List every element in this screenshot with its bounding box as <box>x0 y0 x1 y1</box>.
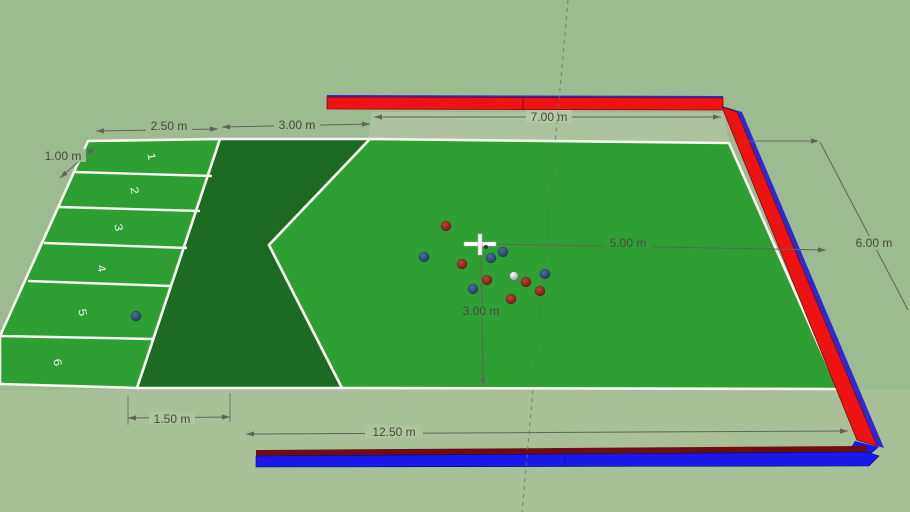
dimension-arrowhead <box>361 121 370 127</box>
dimension-line <box>245 430 849 435</box>
lane-number: 5 <box>76 308 90 318</box>
ball-red <box>534 285 546 297</box>
dimension-arrowhead <box>480 377 486 386</box>
lane-number: 1 <box>145 152 159 162</box>
right-red-bar <box>721 106 878 447</box>
lane-number: 4 <box>95 264 109 274</box>
dimension-arrowhead <box>128 415 137 421</box>
dimension-label-mask <box>526 110 572 123</box>
dimension-arrowhead <box>87 147 95 155</box>
dimension-label: 12.50 m <box>372 425 415 439</box>
dimension-label-mask <box>40 149 86 162</box>
dimension-label: 2.50 m <box>151 119 188 133</box>
dimension-arrowhead <box>209 126 218 132</box>
lane-divider-line <box>0 334 154 341</box>
ball-blue <box>418 251 430 263</box>
dimension-label-mask <box>274 118 320 131</box>
ball-blue <box>485 252 497 264</box>
dimension-arrowhead <box>839 428 848 434</box>
dimension-arrowhead <box>221 414 230 420</box>
ball-blue <box>539 268 551 280</box>
dimension-label: 6.00 m <box>856 236 893 250</box>
dimension-label: 5.00 m <box>610 236 647 250</box>
lane-strip-surface <box>0 137 222 390</box>
dimension-arrowhead <box>811 138 819 144</box>
construction-guide-line <box>521 0 569 512</box>
dimension-label-mask <box>365 425 423 438</box>
ball-blue <box>467 283 479 295</box>
field-apron-strip <box>368 112 729 141</box>
lane-number: 3 <box>112 223 126 233</box>
dimension-arrowhead <box>246 431 255 437</box>
dimension-label-mask <box>457 304 505 317</box>
dimension-arrowhead <box>222 124 231 130</box>
ball-red <box>520 276 532 288</box>
bottom-bar-maroon-edge <box>256 446 867 456</box>
dimension-arrowhead <box>374 114 382 120</box>
lane-number: 6 <box>51 358 65 368</box>
cursor-inference-dot <box>484 245 488 249</box>
lane-divider-line <box>73 170 213 178</box>
dimension-label: 7.00 m <box>531 110 568 124</box>
crosshair-cursor-vertical <box>477 233 483 256</box>
dimension-arrowhead <box>96 128 105 134</box>
dimension-label: 3.00 m <box>279 118 316 132</box>
top-red-bar <box>326 96 724 111</box>
dimension-label: 3.00 m <box>463 304 500 318</box>
dimension-label-mask <box>146 119 192 132</box>
dimension-label-mask <box>850 236 898 250</box>
dimension-line <box>483 243 827 251</box>
ball-white <box>509 271 519 281</box>
dimension-label: 1.50 m <box>154 412 191 426</box>
ball-red <box>481 274 493 286</box>
dimension-line <box>819 141 909 311</box>
ball-red <box>505 293 517 305</box>
dimension-label-mask <box>149 412 195 425</box>
ball-blue <box>130 310 142 322</box>
lane-divider-line <box>27 279 172 288</box>
ball-red <box>456 258 468 270</box>
ball-blue <box>497 246 509 258</box>
lane-number: 2 <box>128 186 142 196</box>
ball-red <box>440 220 452 232</box>
bottom-blue-bar <box>255 451 880 468</box>
lane-divider-line <box>43 241 188 250</box>
main-field-surface <box>267 137 840 391</box>
top-bar-blue-edge <box>326 95 724 98</box>
lane-divider-line <box>58 205 201 213</box>
dimension-label-mask <box>604 237 652 250</box>
dimension-arrowhead <box>713 114 721 120</box>
dimension-arrowhead <box>817 247 826 253</box>
dimension-label: 1.00 m <box>45 149 82 163</box>
dimension-arrowhead <box>60 170 68 178</box>
